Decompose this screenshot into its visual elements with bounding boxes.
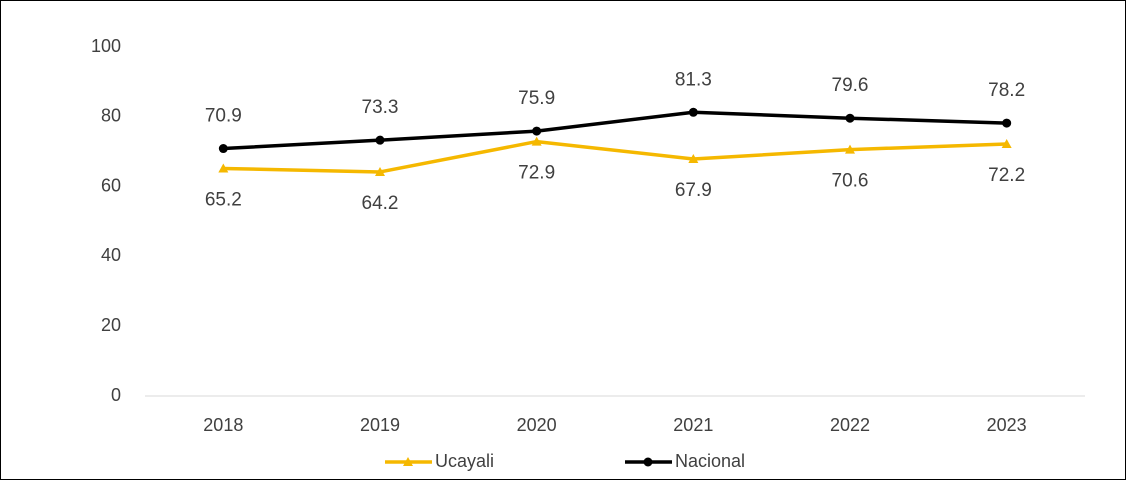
legend-label: Ucayali xyxy=(435,451,494,471)
legend-marker xyxy=(643,457,653,467)
x-tick-label: 2023 xyxy=(987,415,1027,435)
data-label: 70.9 xyxy=(205,106,242,127)
y-tick-label: 60 xyxy=(101,175,121,195)
x-tick-label: 2020 xyxy=(517,415,557,435)
data-label: 64.2 xyxy=(362,193,399,214)
series-marker xyxy=(375,135,385,145)
series-marker xyxy=(688,107,698,117)
data-label: 65.2 xyxy=(205,189,242,210)
series-marker xyxy=(688,154,699,164)
series-marker xyxy=(218,144,228,154)
data-label: 67.9 xyxy=(675,180,712,201)
series-line xyxy=(223,110,1007,151)
data-label: 81.3 xyxy=(675,69,712,90)
x-tick-label: 2022 xyxy=(830,415,870,435)
series-marker xyxy=(845,144,855,154)
series-marker xyxy=(845,113,855,123)
x-tick-label: 2021 xyxy=(673,415,713,435)
x-tick-label: 2018 xyxy=(203,415,243,435)
data-label: 78.2 xyxy=(988,80,1025,101)
data-label: 79.6 xyxy=(832,75,869,96)
series-marker xyxy=(375,166,385,176)
series-marker xyxy=(531,136,542,146)
series-marker xyxy=(218,163,229,173)
series-marker xyxy=(532,126,542,136)
legend-marker xyxy=(403,457,413,466)
series-marker xyxy=(1001,139,1012,149)
data-label: 72.2 xyxy=(988,165,1025,186)
y-tick-label: 80 xyxy=(101,106,121,126)
y-tick-label: 0 xyxy=(111,385,121,405)
data-label: 72.9 xyxy=(518,163,555,184)
legend-label: Nacional xyxy=(675,451,745,471)
y-tick-label: 100 xyxy=(91,36,121,56)
x-tick-label: 2019 xyxy=(360,415,400,435)
data-label: 75.9 xyxy=(518,88,555,109)
data-label: 70.6 xyxy=(832,171,869,192)
series-marker xyxy=(1002,118,1012,128)
y-tick-label: 20 xyxy=(101,315,121,335)
series-line xyxy=(223,139,1007,174)
y-tick-label: 40 xyxy=(101,245,121,265)
data-label: 73.3 xyxy=(362,97,399,118)
